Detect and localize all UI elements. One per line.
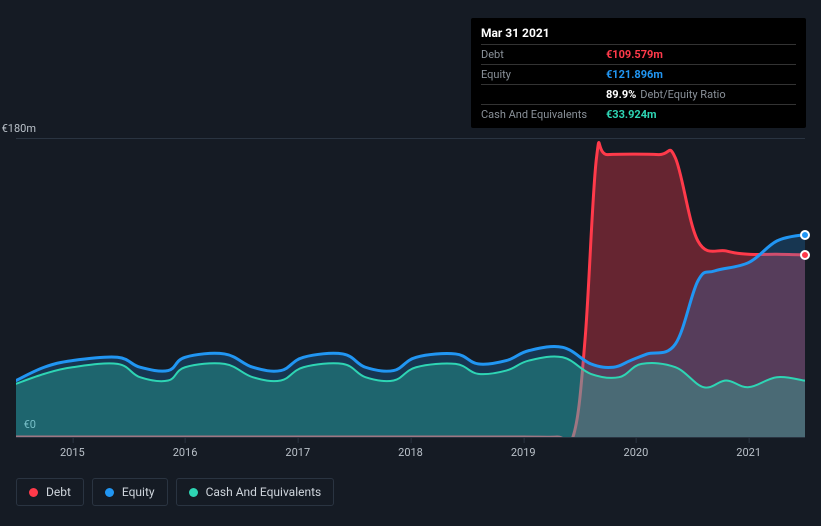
tooltip-row-label: Equity [481,68,606,81]
legend-label: Debt [46,485,71,499]
legend-label: Cash And Equivalents [206,485,322,499]
legend-item-cash[interactable]: Cash And Equivalents [176,478,335,506]
tooltip-row-value: €109.579m [606,48,663,61]
y-axis-label: €180m [0,122,36,135]
tooltip-row-value: 89.9%Debt/Equity Ratio [606,88,726,101]
x-axis-label: 2018 [398,438,423,459]
x-axis-label: 2015 [60,438,85,459]
tooltip-row-label: Cash And Equivalents [481,108,606,121]
tooltip-row-label: Debt [481,48,606,61]
tooltip-row: Equity €121.896m [481,64,796,84]
tooltip-row: 89.9%Debt/Equity Ratio [481,84,796,104]
chart-tooltip: Mar 31 2021 Debt €109.579m Equity €121.8… [471,18,806,128]
x-axis-label: 2020 [624,438,649,459]
tooltip-row-value: €33.924m [606,108,657,121]
x-axis-label: 2016 [173,438,198,459]
legend-dot-icon [189,488,198,497]
debt-end-marker [800,250,810,260]
tooltip-row: Cash And Equivalents €33.924m [481,104,796,124]
chart-legend: Debt Equity Cash And Equivalents [16,478,334,506]
x-axis-label: 2017 [285,438,310,459]
legend-label: Equity [122,485,155,499]
legend-item-debt[interactable]: Debt [16,478,84,506]
tooltip-row-label [481,88,606,101]
tooltip-date: Mar 31 2021 [481,24,796,44]
legend-dot-icon [105,488,114,497]
equity-end-marker [800,230,810,240]
tooltip-row-value: €121.896m [606,68,663,81]
chart-svg [16,138,805,437]
x-axis-label: 2019 [511,438,536,459]
x-axis-label: 2021 [736,438,761,459]
legend-item-equity[interactable]: Equity [92,478,168,506]
chart-plot-area[interactable] [16,138,805,438]
x-axis: 2015 2016 2017 2018 2019 2020 2021 [16,438,805,458]
tooltip-row: Debt €109.579m [481,44,796,64]
legend-dot-icon [29,488,38,497]
